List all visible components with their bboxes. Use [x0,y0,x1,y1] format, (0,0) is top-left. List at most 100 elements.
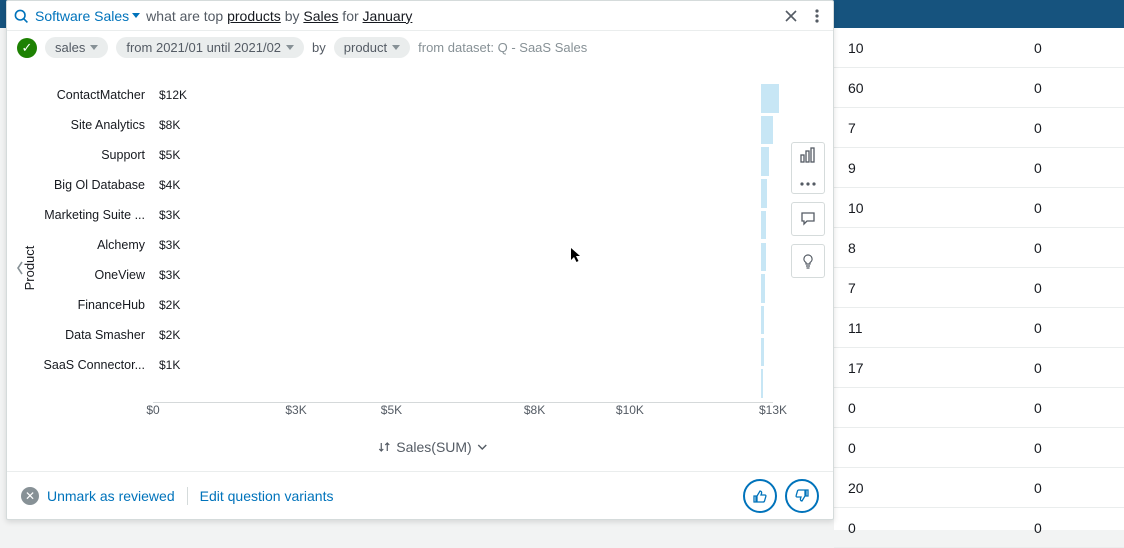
query-bar: Software Sales what are top products by … [7,1,833,31]
category-label: Data Smasher [33,328,145,342]
table-cell: 0 [1034,320,1114,336]
caret-down-icon [90,45,98,50]
table-row: 80 [834,228,1124,268]
background-data-table: 10060070901008070110170000020000 [834,28,1124,530]
dismiss-review-icon[interactable]: ✕ [21,487,39,505]
category-label: Marketing Suite ... [33,208,145,222]
bar-value-label: $4K [159,178,180,192]
x-tick: $5K [381,403,402,417]
dimension-pill[interactable]: product [334,37,410,58]
cursor-icon [570,247,582,265]
panel-footer: ✕ Unmark as reviewed Edit question varia… [7,471,833,519]
table-row: 70 [834,108,1124,148]
bar-row: ContactMatcher$12K [153,84,187,106]
by-label: by [312,40,326,55]
insight-button[interactable] [791,244,825,278]
table-row: 00 [834,428,1124,468]
more-menu-button[interactable] [807,6,827,26]
divider [187,487,188,505]
table-cell: 0 [1034,40,1114,56]
table-cell: 0 [1034,200,1114,216]
topic-dropdown[interactable]: Software Sales [35,8,140,24]
table-cell: 7 [834,280,1034,296]
date-range-pill[interactable]: from 2021/01 until 2021/02 [116,37,304,58]
bars-container: ContactMatcher$12KSite Analytics$8KSuppo… [153,84,773,401]
thumbs-down-button[interactable] [785,479,819,513]
more-options-button[interactable] [800,174,816,189]
bar-row: Marketing Suite ...$3K [153,204,180,226]
caret-down-icon [132,13,140,18]
table-cell: 0 [1034,480,1114,496]
table-cell: 7 [834,120,1034,136]
close-button[interactable] [781,6,801,26]
edit-variants-link[interactable]: Edit question variants [200,488,334,504]
bar-row: OneView$3K [153,264,180,286]
table-row: 00 [834,508,1124,548]
table-cell: 0 [1034,240,1114,256]
category-label: OneView [33,268,145,282]
table-cell: 0 [1034,160,1114,176]
thumbs-up-button[interactable] [743,479,777,513]
bar-value-label: $2K [159,298,180,312]
category-label: ContactMatcher [33,88,145,102]
category-label: Site Analytics [33,118,145,132]
bar-row: Data Smasher$2K [153,324,180,346]
minimap-segment [761,338,764,367]
unmark-reviewed-link[interactable]: Unmark as reviewed [47,488,175,504]
table-cell: 0 [1034,520,1114,536]
bar-value-label: $1K [159,358,180,372]
table-cell: 8 [834,240,1034,256]
bar-value-label: $2K [159,328,180,342]
table-cell: 0 [1034,440,1114,456]
table-cell: 0 [1034,360,1114,376]
table-row: 00 [834,388,1124,428]
minimap-segment [761,116,773,145]
table-cell: 0 [834,520,1034,536]
table-cell: 0 [1034,400,1114,416]
table-cell: 20 [834,480,1034,496]
minimap-segment [761,306,764,335]
bar-value-label: $3K [159,238,180,252]
q-answer-panel: Software Sales what are top products by … [6,0,834,520]
interpretation-row: ✓ sales from 2021/01 until 2021/02 by pr… [7,31,833,64]
bar-row: Alchemy$3K [153,234,180,256]
feedback-button[interactable] [791,202,825,236]
table-row: 110 [834,308,1124,348]
x-tick: $8K [524,403,545,417]
query-text[interactable]: what are top products by Sales for Janua… [146,8,775,24]
table-cell: 17 [834,360,1034,376]
category-label: SaaS Connector... [33,358,145,372]
minimap-segment [761,147,769,176]
minimap-segment [761,243,766,272]
table-cell: 0 [1034,80,1114,96]
category-label: Alchemy [33,238,145,252]
x-axis-ticks: $0$3K$5K$8K$10K$13K [153,403,773,423]
minimap[interactable] [761,84,781,401]
caret-down-icon [478,442,488,452]
x-axis-label[interactable]: Sales(SUM) [378,439,487,455]
bar-row: SaaS Connector...$1K [153,354,180,376]
side-toolbar [791,142,827,278]
table-cell: 0 [1034,280,1114,296]
measure-pill[interactable]: sales [45,37,108,58]
bar-value-label: $12K [159,88,187,102]
table-row: 170 [834,348,1124,388]
chart-type-button[interactable] [800,147,816,166]
caret-down-icon [286,45,294,50]
table-row: 200 [834,468,1124,508]
category-label: FinanceHub [33,298,145,312]
table-row: 100 [834,28,1124,68]
bar-value-label: $8K [159,118,180,132]
table-cell: 11 [834,320,1034,336]
bar-value-label: $3K [159,268,180,282]
x-tick: $3K [285,403,306,417]
table-cell: 10 [834,40,1034,56]
bar-value-label: $3K [159,208,180,222]
minimap-segment [761,84,779,113]
bar-row: FinanceHub$2K [153,294,180,316]
table-row: 600 [834,68,1124,108]
category-label: Support [33,148,145,162]
x-tick: $0 [146,403,159,417]
caret-down-icon [392,45,400,50]
table-cell: 0 [834,440,1034,456]
